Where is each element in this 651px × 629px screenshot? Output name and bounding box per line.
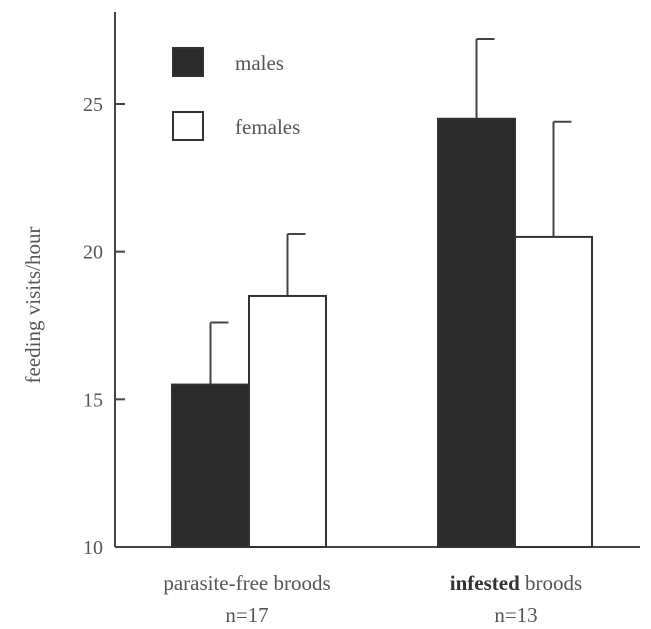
legend: males females bbox=[172, 47, 300, 141]
legend-swatch-females bbox=[172, 111, 204, 141]
legend-label-males: males bbox=[235, 51, 284, 75]
y-tick-label: 25 bbox=[83, 94, 103, 116]
category-labels: parasite-free broods n=17 infested broods n… bbox=[163, 571, 582, 627]
category-n-label: n=17 bbox=[225, 603, 268, 627]
legend-label-females: females bbox=[235, 115, 300, 139]
category-label-text: parasite-free broods bbox=[163, 571, 330, 595]
category-label-bold: infested bbox=[450, 571, 520, 595]
bars bbox=[171, 38, 593, 549]
y-tick-label: 10 bbox=[83, 537, 103, 559]
category-label: parasite-free broods bbox=[163, 571, 330, 595]
bar-males bbox=[171, 383, 250, 549]
y-tick-label: 20 bbox=[83, 242, 103, 264]
category-label-text: broods bbox=[520, 571, 582, 595]
category-label: infested broods bbox=[450, 571, 582, 595]
category-n-label: n=13 bbox=[494, 603, 537, 627]
y-axis-title: feeding visits/hour bbox=[21, 227, 45, 384]
bar-females bbox=[248, 294, 327, 549]
y-tick-label: 15 bbox=[83, 389, 103, 411]
legend-swatch-males bbox=[172, 47, 204, 77]
bar-females bbox=[514, 235, 593, 548]
bar-males bbox=[437, 117, 516, 549]
